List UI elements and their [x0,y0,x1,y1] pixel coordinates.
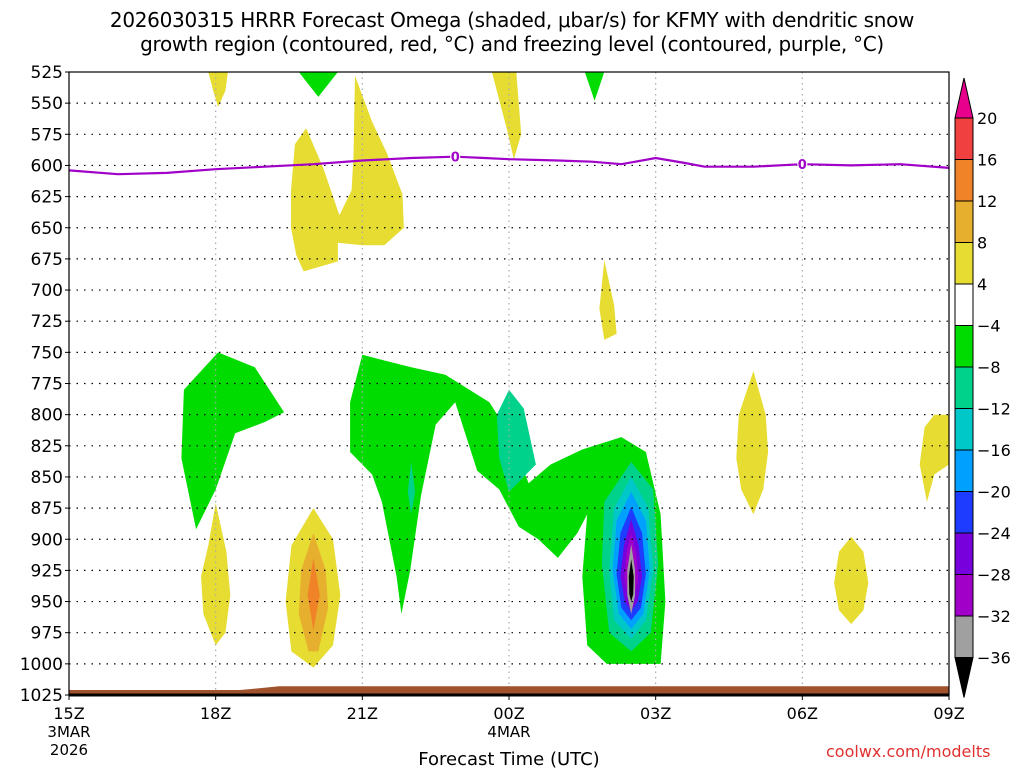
colorbar-bin [954,574,974,617]
x-tick-label: 18Z [200,704,231,723]
x-tick-label: 15Z [53,704,84,723]
sink-green-top2 [584,72,605,101]
freezing-level-label: 0 [451,151,460,166]
sink-green-top [298,72,338,97]
sink-green-left [181,352,285,530]
colorbar-tick-label: 4 [977,275,987,294]
x-tick-label: 09Z [933,704,964,723]
y-tick-label: 1025 [20,686,63,706]
colorbar-tick-label: 12 [977,192,997,211]
updraft-yellow-c [491,72,522,160]
updraft-yellow-g [736,371,769,515]
updraft-yellow-a [208,72,228,107]
x-tick-sublabel: 2026 [50,741,88,759]
y-tick-label: 775 [31,375,63,395]
y-tick-label: 625 [31,188,63,208]
x-tick-sublabel: 3MAR [47,723,90,741]
freezing-level-label: 0 [798,158,807,173]
colorbar-arrow-bottom [954,657,974,698]
colorbar-tick-label: 8 [977,234,987,253]
colorbar-bin [954,200,974,243]
updraft-yellow-h [834,536,869,624]
y-axis: 525 550 575 600 625 650 675 700 725 750 775 800 825 8… [20,63,69,706]
y-tick-label: 825 [31,437,63,457]
updraft-yellow-i [919,414,949,502]
freezing-level-line [69,155,949,176]
y-tick-label: 950 [31,593,63,613]
y-tick-label: 1000 [20,655,63,675]
y-tick-label: 850 [31,468,63,488]
updraft-orange-f [307,557,320,631]
x-axis-label: Forecast Time (UTC) [418,749,599,768]
y-tick-label: 675 [31,250,63,270]
chart-title: 2026030315 HRRR Forecast Omega (shaded, … [0,8,1024,56]
y-tick-label: 550 [31,94,63,114]
x-tick-label: 03Z [640,704,671,723]
colorbar-bin [954,408,974,451]
y-tick-label: 800 [31,406,63,426]
colorbar-bin [954,325,974,368]
omega-shading [181,72,949,668]
colorbar-bin [954,491,974,534]
colorbar-bin [954,242,974,285]
colorbar-tick-label: 16 [977,151,997,170]
chart-title-line-1: 2026030315 HRRR Forecast Omega (shaded, … [109,8,915,32]
colorbar-tick-label: −4 [977,317,1001,336]
colorbar-tick-label: −28 [977,566,1011,585]
colorbar-tick-label: −32 [977,607,1011,626]
colorbar-bin [954,283,974,326]
x-tick-label: 06Z [787,704,818,723]
updraft-yellow-b [291,75,404,272]
terrain-polygon [69,686,949,695]
x-tick-sublabel: 4MAR [487,723,530,741]
y-tick-label: 925 [31,561,63,581]
sink-black-c [628,559,634,602]
colorbar-bin [954,615,974,658]
updraft-yellow-d [599,260,617,340]
colorbar-tick-label: −20 [977,483,1011,502]
y-tick-label: 700 [31,281,63,301]
colorbar-tick-label: −12 [977,400,1011,419]
sink-teal-a [496,389,536,492]
updraft-yellow-e [201,503,231,646]
colorbar-bin [954,366,974,409]
colorbar-bin [954,117,974,160]
colorbar-bin [954,159,974,202]
colorbar-tick-label: 20 [977,109,997,128]
y-tick-label: 900 [31,530,63,550]
contour-label-bg [450,149,461,164]
credit-text: coolwx.com/modelts [826,742,991,761]
terrain-fill [69,686,949,695]
colorbar-tick-label: −36 [977,649,1011,668]
colorbar-bin [954,449,974,492]
y-tick-label: 575 [31,125,63,145]
colorbar-tick-label: −16 [977,441,1011,460]
y-tick-label: 875 [31,499,63,519]
y-tick-label: 750 [31,343,63,363]
sink-teal-b [407,462,416,515]
colorbar: 20 16 12 8 4 −4 −8 −12 −16 −20 −24 −28 −32 −36 [954,77,1011,698]
x-tick-label: 00Z [493,704,524,723]
colorbar-arrow-top [954,77,974,119]
y-tick-label: 650 [31,219,63,239]
colorbar-bin [954,532,974,575]
sink-green-main [350,354,666,664]
colorbar-tick-label: −8 [977,358,1001,377]
colorbar-tick-label: −24 [977,524,1011,543]
y-tick-label: 975 [31,624,63,644]
contour-label-bg [797,157,808,172]
y-tick-label: 600 [31,156,63,176]
x-tick-label: 21Z [347,704,378,723]
y-tick-label: 725 [31,312,63,332]
y-tick-label: 525 [31,63,63,83]
chart-title-line-2: growth region (contoured, red, °C) and f… [140,32,884,56]
